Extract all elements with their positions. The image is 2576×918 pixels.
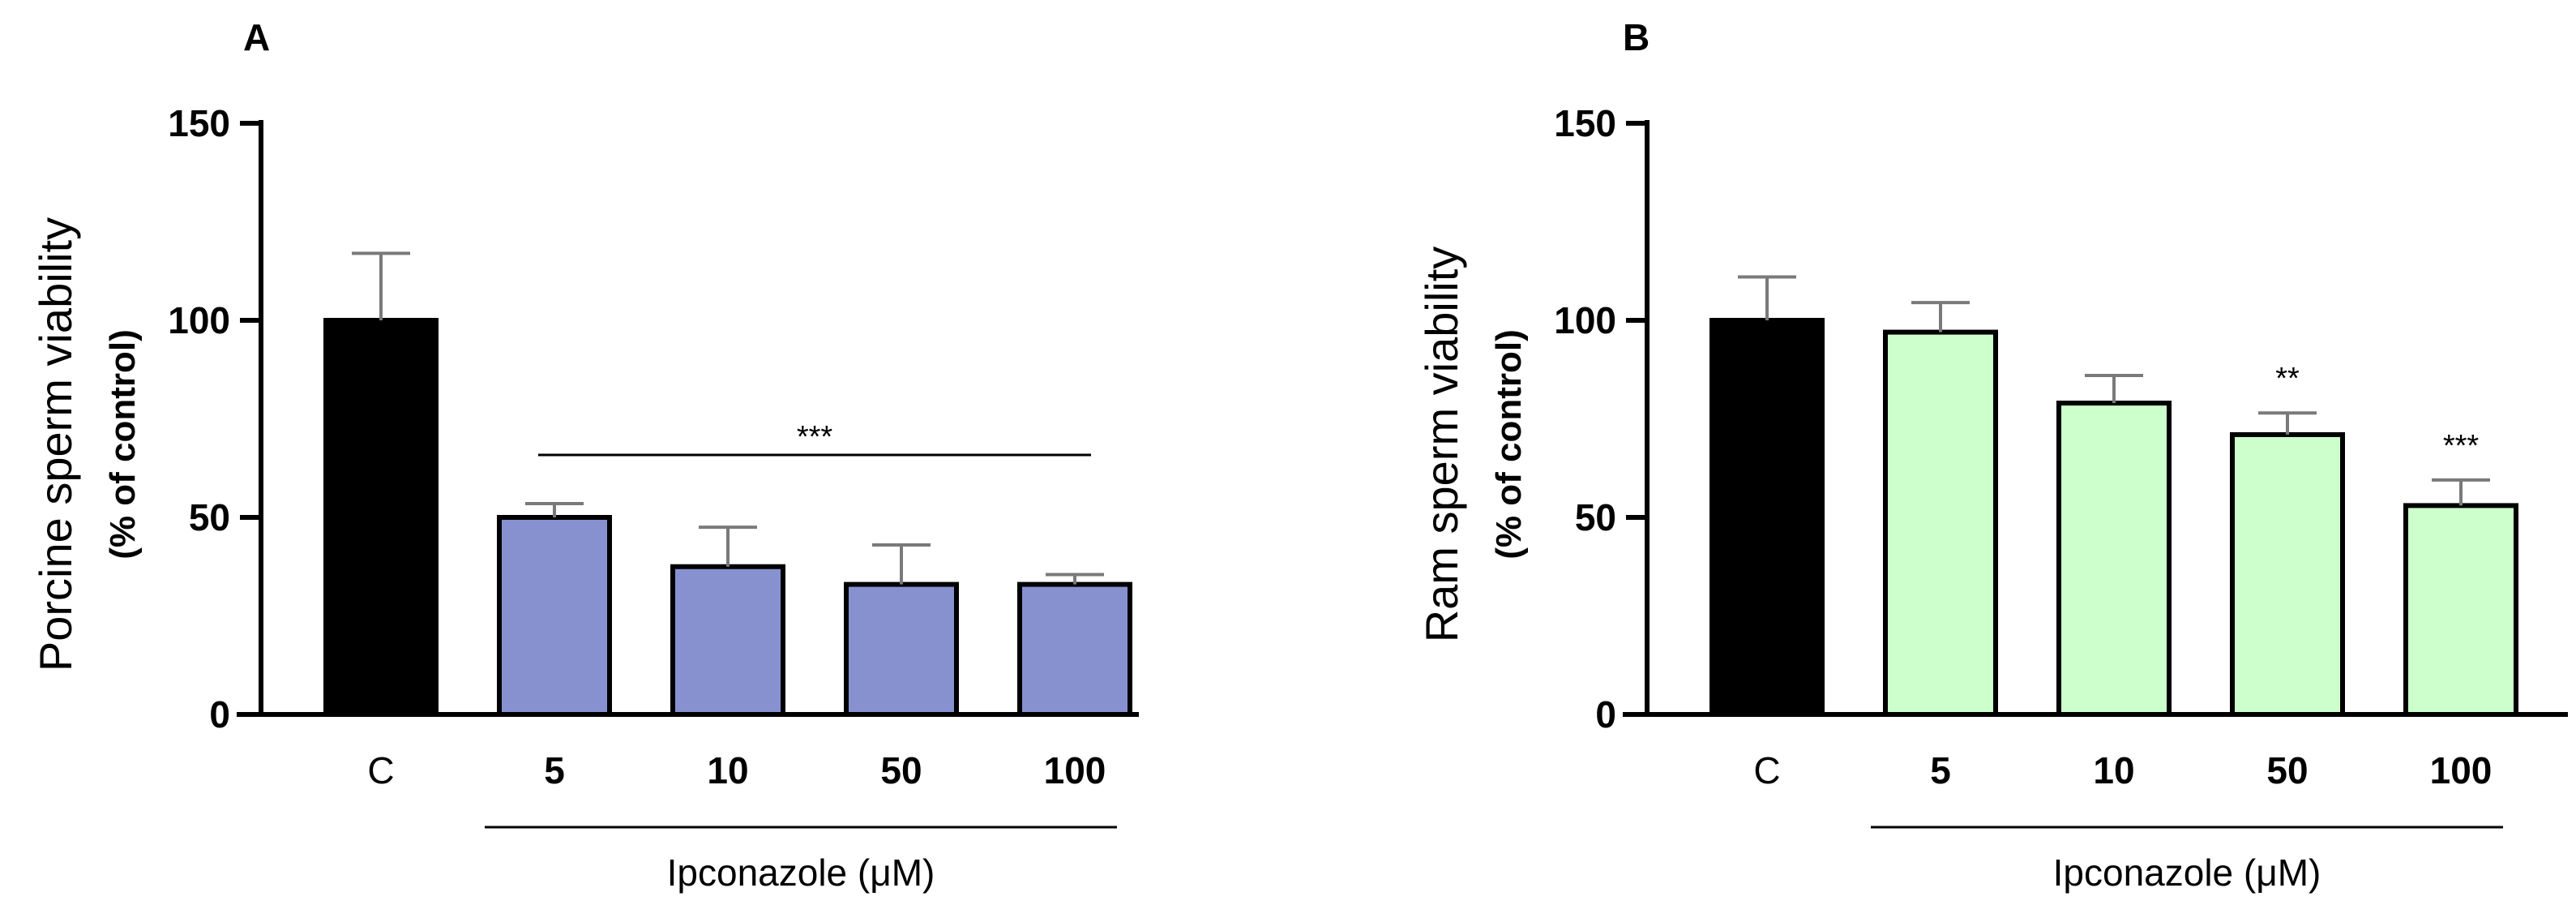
bar-100 bbox=[1017, 581, 1132, 717]
panel-letter: B bbox=[1623, 16, 1650, 58]
y-axis-subtitle: (% of control) bbox=[1489, 329, 1529, 560]
bar-control bbox=[1709, 318, 1825, 717]
y-tick-label: 150 bbox=[168, 102, 230, 144]
x-category-label: 50 bbox=[880, 749, 922, 791]
bar-5 bbox=[1883, 329, 1998, 717]
panel-letter: A bbox=[243, 16, 270, 58]
y-tick-label: 100 bbox=[1554, 299, 1616, 341]
bar-50 bbox=[844, 581, 959, 717]
x-axis-categories: C 5 10 50 100 bbox=[367, 749, 1106, 791]
x-category-label: 5 bbox=[544, 749, 565, 791]
x-category-label: 100 bbox=[2430, 749, 2493, 791]
x-category-label: 50 bbox=[2266, 749, 2308, 791]
y-tick-label: 0 bbox=[209, 693, 230, 736]
y-tick-label: 150 bbox=[1554, 102, 1616, 144]
x-category-label: C bbox=[367, 749, 394, 791]
y-axis-ticks: 0 50 100 150 bbox=[1554, 102, 1647, 736]
x-axis-categories: C 5 10 50 100 bbox=[1753, 749, 2492, 791]
x-axis-title: Ipconazole (μM) bbox=[2053, 852, 2321, 894]
significance-label: ** bbox=[2275, 362, 2300, 396]
bar-10 bbox=[670, 564, 785, 717]
y-tick-label: 100 bbox=[168, 299, 230, 341]
significance-label: *** bbox=[797, 420, 833, 454]
bar-10 bbox=[2056, 401, 2172, 717]
significance-markers: ***** bbox=[2275, 362, 2479, 463]
bar-100 bbox=[2403, 503, 2518, 717]
y-tick-label: 0 bbox=[1595, 693, 1616, 736]
x-category-label: 5 bbox=[1930, 749, 1951, 791]
x-category-label: 10 bbox=[707, 749, 748, 791]
bars bbox=[323, 318, 1132, 717]
y-axis-subtitle: (% of control) bbox=[103, 329, 143, 560]
x-axis-title: Ipconazole (μM) bbox=[667, 852, 935, 894]
significance-markers: *** bbox=[538, 420, 1091, 457]
panel-a: A Porcine sperm viability (% of control)… bbox=[30, 16, 1139, 894]
y-tick-label: 50 bbox=[1575, 496, 1616, 538]
bar-5 bbox=[497, 515, 612, 717]
y-tick-label: 50 bbox=[189, 496, 230, 538]
error-bars bbox=[1738, 275, 2490, 506]
y-axis-title: Porcine sperm viability bbox=[30, 217, 81, 671]
error-bars bbox=[352, 251, 1104, 585]
bar-50 bbox=[2230, 431, 2345, 717]
significance-label: *** bbox=[2443, 429, 2480, 463]
bar-control bbox=[323, 318, 439, 717]
x-category-label: 100 bbox=[1044, 749, 1106, 791]
x-category-label: C bbox=[1753, 749, 1780, 791]
panel-b: B Ram sperm viability (% of control) 050… bbox=[1416, 16, 2568, 894]
x-category-label: 10 bbox=[2093, 749, 2134, 791]
y-axis-ticks: 0 50 100 150 bbox=[168, 102, 261, 736]
y-axis-title: Ram sperm viability bbox=[1416, 247, 1467, 643]
